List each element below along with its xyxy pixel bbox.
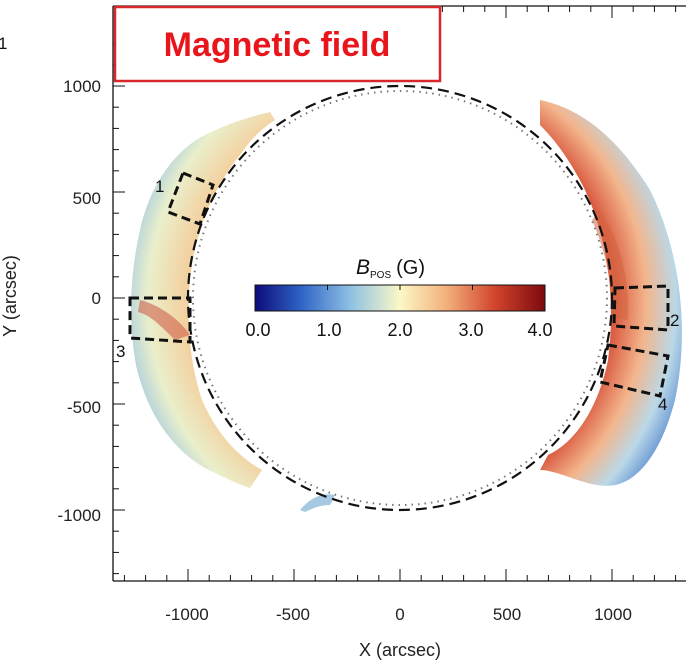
colorbar-tick-labels: 0.0 1.0 2.0 3.0 4.0 <box>245 320 552 340</box>
region-4-box <box>598 343 670 398</box>
chart-title: Magnetic field <box>164 26 391 64</box>
x-tick-label: 500 <box>493 605 521 624</box>
region-3-box <box>128 296 192 344</box>
x-tick-label: -500 <box>276 605 310 624</box>
south-limb-swath <box>300 494 335 512</box>
x-axis-title: X (arcsec) <box>359 640 441 660</box>
y-tick-labels: 1000 500 0 -500 -1000 <box>58 77 101 525</box>
region-1-box <box>166 171 215 226</box>
y-tick-label: 0 <box>92 289 101 308</box>
region-labels: 1 2 3 4 <box>116 177 679 414</box>
occulter-circle <box>192 90 608 506</box>
regions <box>128 171 670 398</box>
y-axis-title: Y (arcsec) <box>0 255 20 337</box>
edge-panel-label: 1 <box>0 34 7 53</box>
colorbar-tick-label: 1.0 <box>316 320 341 340</box>
region-label-4: 4 <box>658 395 667 414</box>
colorbar-unit: (G) <box>396 257 425 279</box>
y-tick-label: -500 <box>67 398 101 417</box>
x-tick-labels: -1000 -500 0 500 1000 <box>165 605 632 624</box>
y-tick-label: 1000 <box>63 77 101 96</box>
y-tick-label: -1000 <box>58 506 101 525</box>
colorbar-tick-label: 4.0 <box>527 320 552 340</box>
east-active-swath <box>138 300 190 340</box>
east-limb-swath <box>131 112 275 488</box>
colorbar-subscript: POS <box>370 270 391 281</box>
region-label-3: 3 <box>116 342 125 361</box>
title-box: Magnetic field <box>113 5 442 83</box>
x-tick-label: -1000 <box>165 605 208 624</box>
colorbar-tick-label: 2.0 <box>387 320 412 340</box>
colorbar-symbol: B <box>356 256 370 279</box>
region-label-2: 2 <box>670 311 679 330</box>
y-tick-label: 500 <box>73 189 101 208</box>
title-box-frame <box>113 5 442 83</box>
x-tick-label: 1000 <box>594 605 632 624</box>
colorbar-tick-label: 3.0 <box>458 320 483 340</box>
colorbar-ticks <box>327 285 473 290</box>
colorbar-tick-label: 0.0 <box>245 320 270 340</box>
region-2-box <box>612 284 670 332</box>
x-tick-label: 0 <box>395 605 404 624</box>
colorbar-title: BPOS (G) <box>356 256 425 281</box>
region-label-1: 1 <box>155 177 164 196</box>
colorbar: BPOS (G) 0.0 1.0 2.0 3.0 4.0 <box>245 256 552 340</box>
